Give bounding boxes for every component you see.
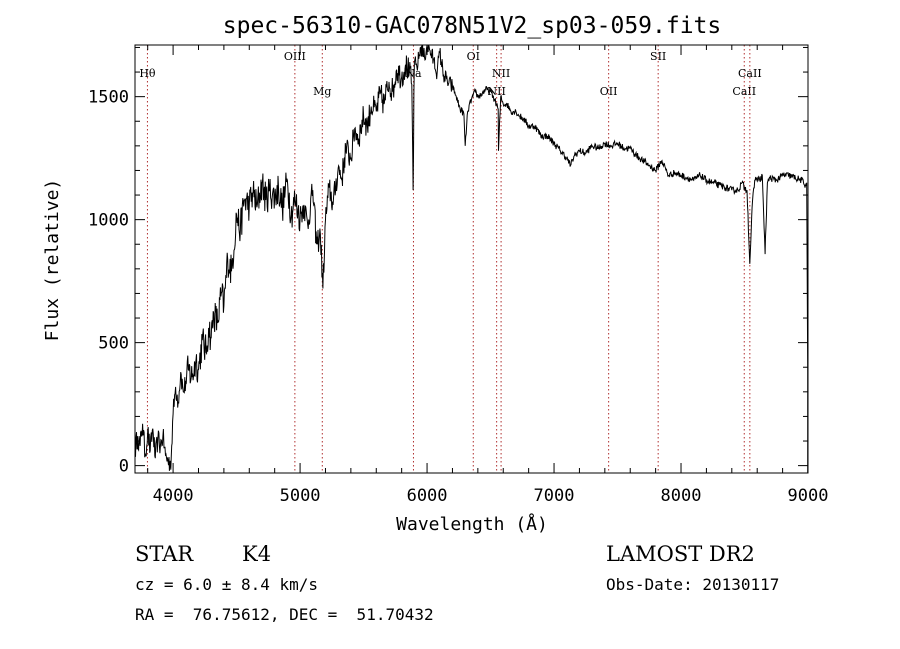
series-line-0 xyxy=(134,44,809,473)
line-label-0: Hθ xyxy=(139,67,156,80)
axis-ticks: 4000 5000 6000 7000 8000 9000 0 500 1000 1500 xyxy=(88,45,828,506)
object-class: STAR xyxy=(135,542,194,566)
coordinates-line: RA = 76.75612, DEC = 51.70432 xyxy=(135,605,434,624)
y-tick-label-1: 500 xyxy=(98,334,129,354)
survey-label: LAMOST DR2 xyxy=(606,542,755,566)
y-tick-label-3: 1500 xyxy=(88,88,129,108)
line-label-4: OI xyxy=(467,50,480,63)
line-label-9: CaII xyxy=(732,85,756,98)
plot-area xyxy=(134,44,809,473)
x-axis-label: Wavelength (Å) xyxy=(396,513,548,535)
line-label-10: CaII xyxy=(738,67,762,80)
line-label-6: NII xyxy=(492,67,510,80)
obs-date-line: Obs-Date: 20130117 xyxy=(606,575,779,594)
line-label-7: OII xyxy=(600,85,618,98)
x-tick-label-1: 5000 xyxy=(280,486,321,506)
y-axis-label: Flux (relative) xyxy=(42,179,63,342)
x-tick-label-0: 4000 xyxy=(153,486,194,506)
redshift-line: cz = 6.0 ± 8.4 km/s xyxy=(135,575,318,594)
x-tick-label-4: 8000 xyxy=(661,486,702,506)
y-tick-label-0: 0 xyxy=(119,457,129,477)
y-tick-label-2: 1000 xyxy=(88,211,129,231)
line-label-2: Mg xyxy=(313,85,331,98)
line-label-1: OIII xyxy=(284,50,306,63)
plot-frame xyxy=(134,44,809,474)
object-subclass: K4 xyxy=(242,542,271,566)
x-tick-label-5: 9000 xyxy=(788,486,829,506)
line-label-8: SII xyxy=(650,50,666,63)
x-tick-label-3: 7000 xyxy=(534,486,575,506)
x-tick-label-2: 6000 xyxy=(407,486,448,506)
chart-title: spec-56310-GAC078N51V2_sp03-059.fits xyxy=(223,13,722,39)
